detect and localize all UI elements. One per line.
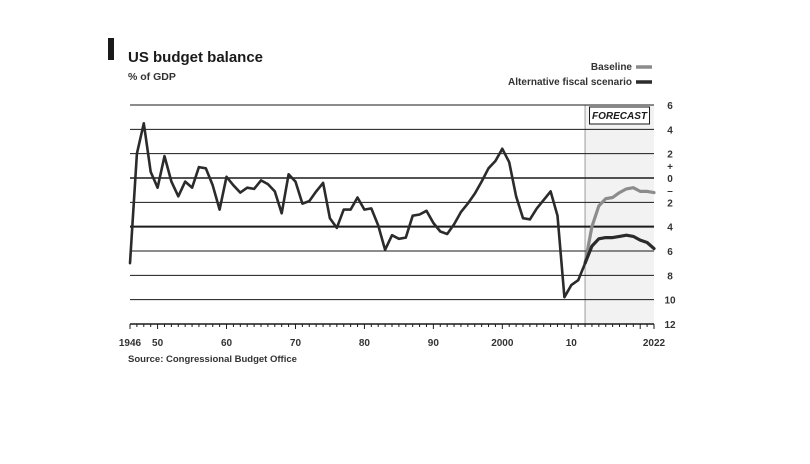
- y-tick-label: 2: [667, 198, 673, 209]
- forecast-label: FORECAST: [592, 111, 648, 122]
- x-tick-label: 2000: [491, 338, 514, 349]
- x-tick-label: 60: [221, 338, 233, 349]
- legend-label-alternative: Alternative fiscal scenario: [508, 77, 632, 88]
- y-tick-label: 8: [667, 271, 673, 282]
- x-axis: 1946 50 60 70 80 90 2000 10 2022: [119, 323, 666, 349]
- forecast-label-box: [589, 106, 651, 125]
- y-tick-label: 4: [667, 125, 673, 136]
- series-line-actual: [128, 122, 587, 299]
- series-line-baseline: [583, 186, 656, 265]
- x-tick-label: 50: [152, 338, 164, 349]
- x-tick-label: 2022: [643, 338, 666, 349]
- y-tick-label: 2: [667, 150, 673, 161]
- x-tick-label: 70: [290, 338, 302, 349]
- y-tick-label: –: [667, 186, 673, 197]
- y-tick-label: 12: [664, 320, 676, 331]
- y-tick-label: 4: [667, 223, 673, 234]
- y-tick-label: +: [667, 162, 673, 173]
- x-tick-label: 10: [566, 338, 578, 349]
- chart-subtitle: % of GDP: [128, 71, 176, 83]
- source-note: Source: Congressional Budget Office: [128, 354, 297, 365]
- legend-label-baseline: Baseline: [591, 62, 633, 73]
- y-tick-label: 0: [667, 174, 673, 185]
- gridlines: [130, 104, 654, 324]
- x-tick-label: 80: [359, 338, 371, 349]
- x-tick-label: 90: [428, 338, 440, 349]
- title-bar: [108, 38, 114, 60]
- y-tick-label: 6: [667, 247, 673, 258]
- y-tick-label: 10: [664, 296, 676, 307]
- y-tick-label: 6: [667, 101, 673, 112]
- legend: Baseline Alternative fiscal scenario: [508, 62, 652, 88]
- chart-title: US budget balance: [128, 49, 263, 66]
- series-lines: [128, 122, 656, 299]
- series-line-alternative: [583, 233, 656, 265]
- x-tick-label: 1946: [119, 338, 142, 349]
